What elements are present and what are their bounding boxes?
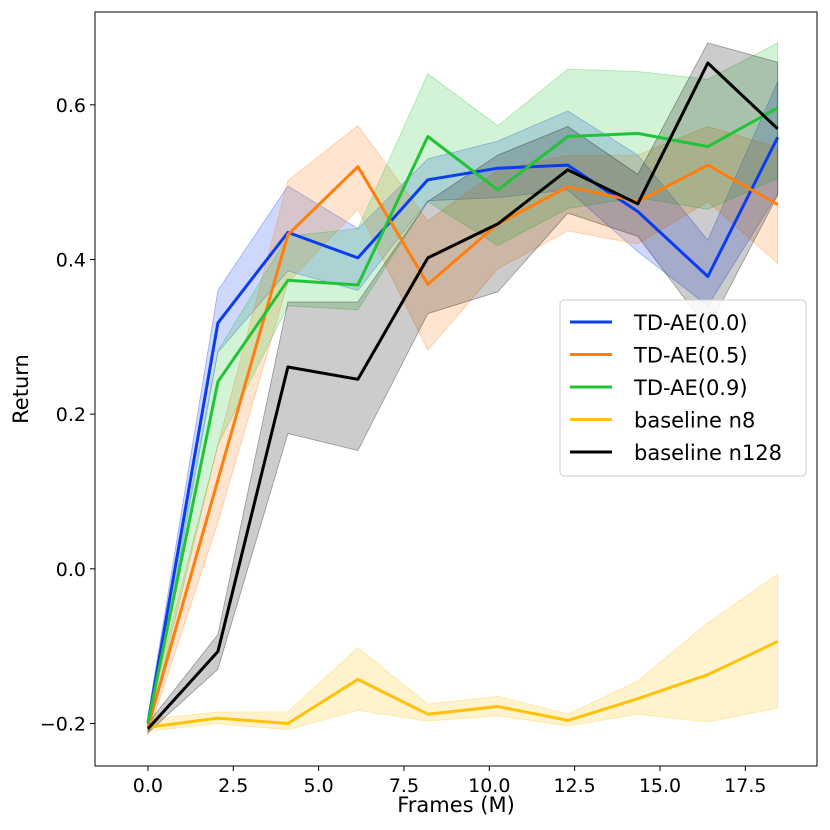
series-line-td-ae-0-9 (146, 106, 779, 724)
plot-frame (94, 11, 818, 767)
series-line-baseline-n8 (147, 640, 779, 729)
x-axis-label: Frames (M) (397, 793, 515, 817)
legend-label: TD-AE(0.0) (633, 311, 748, 335)
legend-label: baseline n8 (634, 409, 755, 433)
series-line-baseline-n128 (146, 61, 779, 730)
y-tick-label: 0.2 (56, 404, 86, 426)
x-tick-label: 7.5 (389, 775, 419, 797)
band-td-ae-0-5 (147, 125, 779, 736)
y-tick-label: 0.0 (56, 559, 86, 581)
y-axis-label: Return (9, 354, 33, 424)
x-tick-label: 5.0 (303, 775, 333, 797)
x-tick-label: 2.5 (218, 775, 248, 797)
x-tick-label: 17.5 (724, 775, 766, 797)
x-tick-label: 15.0 (639, 775, 681, 797)
x-tick-label: 0.0 (133, 775, 163, 797)
series-lines (146, 61, 780, 730)
y-tick-label: 0.6 (56, 95, 86, 117)
series-line-td-ae-0-5 (146, 163, 779, 728)
confidence-bands (147, 42, 779, 736)
legend: TD-AE(0.0) TD-AE(0.5) TD-AE(0.9) baseline n… (559, 299, 807, 477)
band-baseline-n8 (147, 573, 779, 732)
series-line-td-ae-0-0 (146, 136, 780, 724)
y-tick-label: −0.2 (40, 713, 86, 735)
y-tick-label: 0.4 (56, 249, 86, 271)
x-tick-label: 12.5 (553, 775, 595, 797)
band-td-ae-0-9 (147, 42, 779, 732)
y-axis-ticks: −0.2 0.0 0.2 0.4 0.6 (40, 95, 95, 735)
x-tick-label: 10.0 (468, 775, 510, 797)
legend-label: TD-AE(0.9) (633, 376, 748, 400)
legend-label: TD-AE(0.5) (633, 344, 748, 368)
band-baseline-n128 (147, 42, 779, 734)
legend-box (559, 299, 807, 477)
x-axis-ticks: 0.0 2.5 5.0 7.5 10.0 12.5 15.0 17.5 (133, 766, 766, 797)
legend-label: baseline n128 (634, 441, 782, 465)
